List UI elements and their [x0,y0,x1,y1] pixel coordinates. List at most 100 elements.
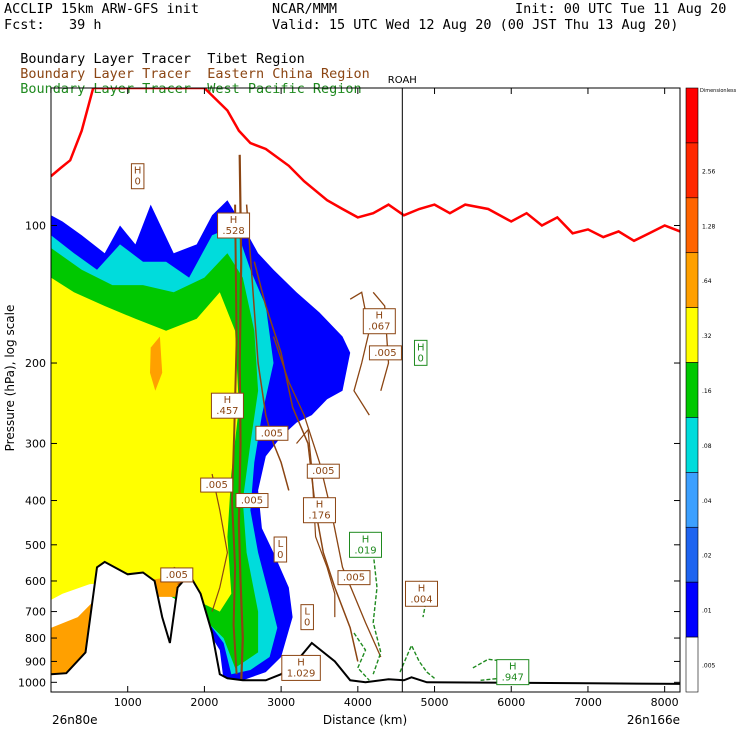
tracer-legend-eastern-china: Boundary Layer Tracer Eastern China Regi… [4,50,370,82]
contour-label-12: L0 [273,536,288,563]
colorbar-swatch [685,307,699,363]
terrain-line [51,560,680,685]
colorbar-swatch [685,581,699,638]
colorbar-tick-label: 1.28 [702,223,716,230]
contour-line-0 [237,154,244,683]
contour-label-text: H [297,657,305,668]
colorbar-swatch [685,472,699,528]
y-tick-label: 600 [25,575,46,588]
contour-label-box [496,659,530,686]
contour-label-text: .005 [312,466,334,477]
colorbar-tick-label: .32 [702,333,712,340]
colorbar-swatch [685,636,699,693]
colorbar-swatch [685,87,699,144]
contour-label-14: .005 [337,570,371,586]
contour-label-text: .005 [206,480,228,491]
x-tick-label: 2000 [190,696,218,709]
header-line1-left: ACCLIP 15km ARW-GFS init [4,1,200,17]
contour-line-6 [372,291,390,391]
contour-label-9: H.176 [302,497,336,524]
colorbar-title: Dimensionless [700,88,737,94]
colorbar-tick-label: .08 [702,443,712,450]
contour-label-text: H [376,311,384,322]
x-tick-label: 4000 [344,696,372,709]
contour-label-box [349,531,382,558]
x-tick-label: 7000 [574,696,602,709]
colorbar-tick-label: .64 [702,278,712,285]
y-tick-label: 300 [25,437,46,450]
header-line2-left: Fcst: 39 h [4,17,102,33]
contour-label-3: .005 [368,345,402,361]
contour-label-2: H.067 [362,308,396,335]
contour-label-box [404,580,438,607]
x-tick-label: 6000 [497,696,525,709]
colorbar-tick-label: 2.56 [702,168,716,175]
colorbar-swatch [685,197,699,254]
contour-label-7: .005 [306,463,340,479]
y-tick-label: 700 [25,606,46,619]
tracer-legend-tibet: Boundary Layer Tracer Tibet Region [4,35,305,67]
y-tick-label: 1000 [18,676,46,689]
left-endpoint-label: 26n80e [52,713,98,727]
contour-label-text: .005 [261,428,283,439]
contour-label-box [306,463,340,479]
contour-label-box [160,567,194,583]
contour-label-15: H.004 [404,580,438,607]
contour-label-text: .947 [502,673,524,684]
x-tick-label: 1000 [114,696,142,709]
contour-label-text: .528 [222,226,244,237]
colorbar-swatch [685,252,699,308]
contour-line-12 [399,643,435,679]
contour-label-text: 1.029 [287,668,316,679]
header-line2-right: Valid: 15 UTC Wed 12 Aug 20 (00 JST Thu … [272,17,679,33]
tracer-region: Tibet Region [207,51,305,67]
contour-label-17: H1.029 [281,654,321,681]
contour-label-text: H [316,500,324,511]
contour-line-4 [272,336,382,658]
contour-label-18: H.947 [496,659,530,686]
plot-frame [50,87,681,693]
tracer-prefix: Boundary Layer Tracer [20,51,191,67]
colorbar-swatch [685,417,699,473]
header-line1-right: Init: 00 UTC Tue 11 Aug 20 [515,1,727,17]
contour-label-4: H0 [413,339,428,366]
y-axis: 100 200 300 400 500 600 700 800 900 1000 [18,220,680,689]
contour-label-text: H [509,662,517,673]
contour-label-box [210,392,244,419]
tracer-region: Eastern China Region [207,66,370,82]
y-tick-label: 900 [25,655,46,668]
contour-line-2 [245,204,290,491]
contour-label-text: .176 [308,511,330,522]
contour-label-text: L [278,539,284,550]
contour-label-0: H0 [130,163,145,190]
colorbar-swatch [685,142,699,199]
contour-label-16: L0 [300,604,314,631]
contour-label-text: 0 [277,550,283,561]
contour-line-11 [353,632,370,681]
contour-label-box [300,604,314,631]
terrain-below-ground [51,561,680,692]
contour-label-6: .005 [255,425,289,441]
header-line1-center: NCAR/MMM [272,1,338,17]
tracer-prefix: Boundary Layer Tracer [20,66,191,82]
y-tick-label: 100 [25,220,46,233]
contour-label-text: .457 [216,406,238,417]
contour-label-text: 0 [304,618,310,629]
contour-label-text: .005 [166,570,188,581]
y-tick-label: 800 [25,632,46,645]
contour-label-text: .005 [374,348,396,359]
contour-line-1 [230,204,238,675]
colorbar-swatch [685,362,699,418]
contour-label-text: H [417,342,425,353]
colorbar: .005 .01 .02 .04 .08 .16 .32 .64 1.28 2.56 Dimensi… [685,87,737,693]
contour-label-box [281,654,321,681]
y-tick-label: 200 [25,357,46,370]
tracer-region: West Pacific Region [207,81,362,97]
roah-marker-label: ROAH [388,75,417,86]
contour-label-text: L [304,607,310,618]
contour-label-11: H.019 [349,531,382,558]
contour-label-10: .005 [235,493,269,509]
x-axis: 1000 2000 3000 4000 5000 6000 7000 8000 [114,88,679,709]
